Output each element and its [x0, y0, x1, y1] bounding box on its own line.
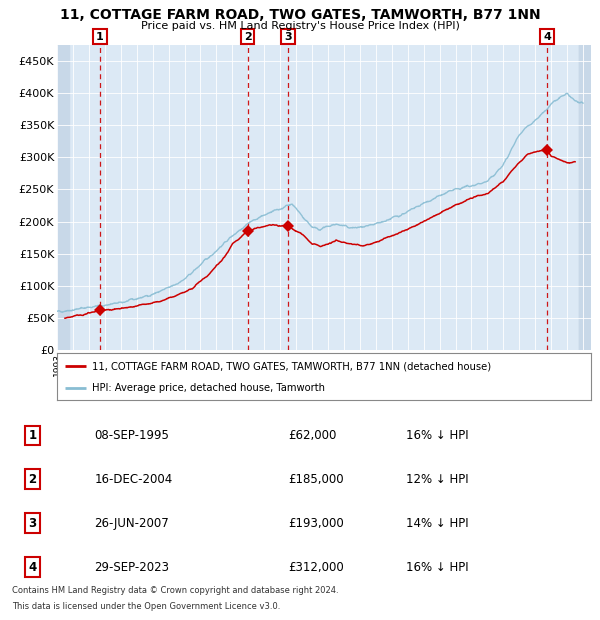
Bar — [579, 45, 591, 350]
Text: 26-JUN-2007: 26-JUN-2007 — [94, 516, 169, 529]
Text: 2: 2 — [28, 473, 37, 485]
Text: Contains HM Land Registry data © Crown copyright and database right 2024.: Contains HM Land Registry data © Crown c… — [12, 586, 338, 595]
Text: 29-SEP-2023: 29-SEP-2023 — [94, 560, 169, 574]
Text: £193,000: £193,000 — [288, 516, 344, 529]
Text: 3: 3 — [284, 32, 292, 42]
Text: HPI: Average price, detached house, Tamworth: HPI: Average price, detached house, Tamw… — [92, 383, 325, 393]
Text: 4: 4 — [28, 560, 37, 574]
Bar — [57, 45, 69, 350]
Text: 1: 1 — [28, 429, 37, 442]
Text: £62,000: £62,000 — [288, 429, 337, 442]
Bar — [57, 45, 69, 350]
Text: This data is licensed under the Open Government Licence v3.0.: This data is licensed under the Open Gov… — [12, 601, 280, 611]
Text: 2: 2 — [244, 32, 251, 42]
Text: 16-DEC-2004: 16-DEC-2004 — [94, 473, 172, 485]
Text: 08-SEP-1995: 08-SEP-1995 — [94, 429, 169, 442]
Text: 11, COTTAGE FARM ROAD, TWO GATES, TAMWORTH, B77 1NN (detached house): 11, COTTAGE FARM ROAD, TWO GATES, TAMWOR… — [92, 361, 491, 371]
Text: Price paid vs. HM Land Registry's House Price Index (HPI): Price paid vs. HM Land Registry's House … — [140, 21, 460, 31]
Text: 16% ↓ HPI: 16% ↓ HPI — [406, 560, 469, 574]
Text: £312,000: £312,000 — [288, 560, 344, 574]
Text: 12% ↓ HPI: 12% ↓ HPI — [406, 473, 469, 485]
Text: 3: 3 — [28, 516, 37, 529]
Text: 16% ↓ HPI: 16% ↓ HPI — [406, 429, 469, 442]
Text: 14% ↓ HPI: 14% ↓ HPI — [406, 516, 469, 529]
Text: 4: 4 — [543, 32, 551, 42]
Text: 1: 1 — [96, 32, 104, 42]
Bar — [579, 45, 591, 350]
Text: 11, COTTAGE FARM ROAD, TWO GATES, TAMWORTH, B77 1NN: 11, COTTAGE FARM ROAD, TWO GATES, TAMWOR… — [59, 8, 541, 22]
Text: £185,000: £185,000 — [288, 473, 344, 485]
